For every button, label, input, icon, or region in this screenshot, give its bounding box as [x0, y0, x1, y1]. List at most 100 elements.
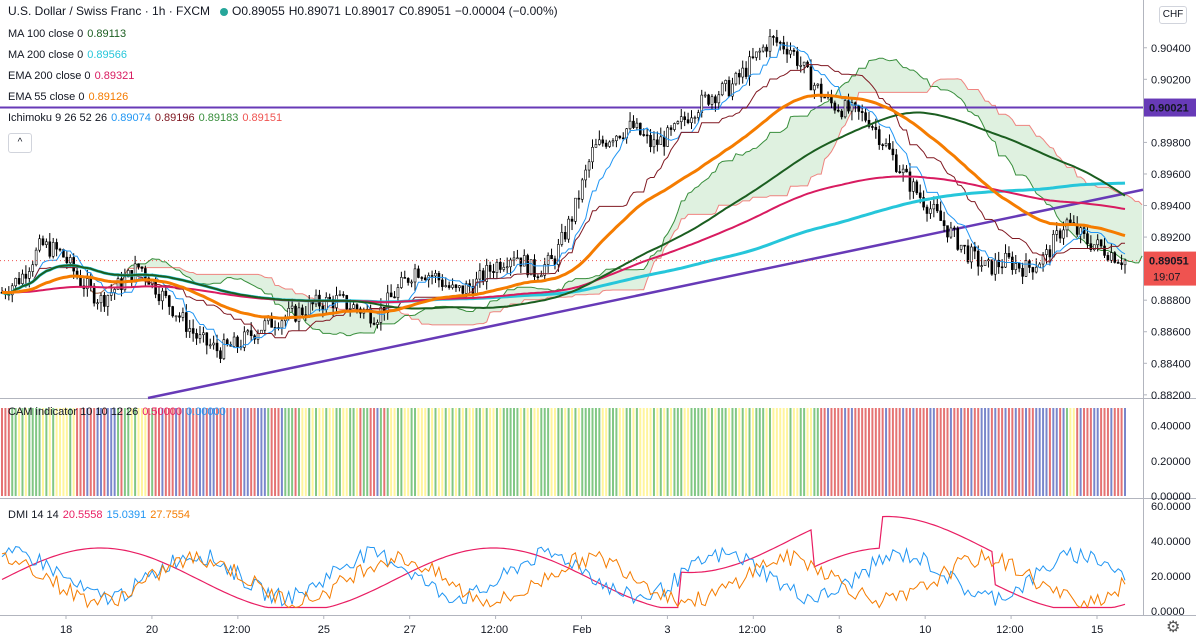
candle-body [174, 315, 178, 318]
dmi-legend[interactable]: DMI 14 14 20.5558 15.0391 27.7554 [8, 509, 194, 521]
candle-body [464, 283, 468, 294]
indicator-legend-ma200[interactable]: MA 200 close 0 0.89566 [8, 49, 131, 61]
candle-body [236, 336, 239, 348]
price-tick-label: 0.90400 [1151, 43, 1191, 55]
candle-body [1096, 239, 1099, 246]
candle-body [557, 244, 560, 265]
candle-body [48, 241, 52, 257]
symbol-title[interactable]: U.S. Dollar / Swiss Franc · 1h · FXCM [8, 4, 211, 18]
candle-body [737, 73, 741, 78]
indicator-legend-ema200[interactable]: EMA 200 close 0 0.89321 [8, 70, 138, 82]
candle-body [877, 129, 881, 145]
candle-body [697, 112, 700, 118]
indicator-legend-ichimoku[interactable]: Ichimoku 9 26 52 26 0.89074 0.89196 0.89183… [8, 112, 286, 124]
cam-legend[interactable]: CAM indicator 10 10 12 26 0.50000 0.00000 [8, 406, 230, 418]
candle-body [1000, 266, 1004, 269]
candle-body [355, 304, 359, 310]
candle-body [24, 273, 28, 279]
dmi-plus-di-line [1, 546, 1126, 607]
candle-body [714, 96, 717, 104]
candle-body [246, 330, 250, 333]
candle-body [550, 255, 553, 260]
candle-body [512, 257, 516, 261]
candle-body [591, 146, 594, 163]
indicator-value: 15.0391 [106, 509, 147, 521]
candle-body [915, 181, 919, 194]
candle-body [953, 227, 956, 230]
candle-body [86, 278, 89, 289]
candle-body [580, 179, 584, 200]
candle-body [939, 210, 942, 221]
candle-body [297, 307, 301, 322]
candle-body [768, 36, 772, 52]
ohlc-low: L0.89017 [344, 4, 395, 18]
ichimoku-tenkan-line [1, 44, 1126, 349]
candle-body [840, 110, 843, 118]
currency-button[interactable]: CHF [1159, 6, 1187, 24]
candle-body [693, 117, 697, 119]
candle-body [144, 268, 147, 279]
candle-body [652, 139, 656, 148]
candle-body [1048, 249, 1052, 258]
candle-body [741, 67, 745, 78]
candle-body [604, 142, 608, 147]
indicator-value: 0.89321 [94, 70, 135, 82]
candle-body [659, 136, 663, 145]
time-axis-label: 3 [664, 624, 670, 636]
candle-body [485, 265, 488, 282]
candle-body [212, 342, 215, 346]
candle-body [543, 264, 547, 276]
time-axis-label: 12:00 [738, 624, 766, 636]
collapse-legend-button[interactable]: ^ [8, 133, 32, 153]
candle-body [232, 336, 236, 347]
cam-axis-label: 0.00000 [1151, 491, 1191, 503]
candle-body [509, 259, 512, 268]
candle-body [755, 51, 758, 58]
candle-body [813, 85, 816, 91]
candle-body [990, 259, 994, 275]
time-axis-label: 25 [318, 624, 330, 636]
price-tick-label: 0.89200 [1151, 232, 1191, 244]
candle-body [1024, 260, 1028, 277]
price-tick-label: 0.88800 [1151, 295, 1191, 307]
candle-body [1045, 249, 1048, 255]
candle-body [843, 100, 847, 118]
candle-body [167, 295, 171, 307]
candle-body [645, 134, 649, 137]
ohlc-close: C0.89051 [398, 4, 451, 18]
candle-body [717, 94, 721, 104]
candle-body [280, 320, 284, 329]
candle-body [1120, 262, 1123, 266]
candle-body [437, 273, 441, 281]
candle-body [847, 100, 850, 112]
gear-icon[interactable]: ⚙ [1166, 619, 1181, 636]
candle-body [1031, 267, 1035, 273]
time-axis-label: 12:00 [223, 624, 251, 636]
candle-body [567, 218, 570, 240]
horizontal-line-price-tag [1144, 98, 1196, 117]
candle-body [618, 135, 622, 139]
candle-body [1014, 263, 1018, 270]
indicator-legend-ema55[interactable]: EMA 55 close 0 0.89126 [8, 91, 132, 103]
candle-body [1113, 252, 1117, 263]
indicator-value: 0.50000 [142, 406, 183, 418]
candle-body [454, 284, 458, 288]
dmi-adx-line [1, 515, 1126, 609]
candle-body [164, 290, 168, 296]
candle-body [673, 123, 676, 130]
candle-body [867, 119, 871, 127]
candle-body [932, 204, 936, 210]
price-tick-label: 0.89800 [1151, 137, 1191, 149]
indicator-value: 0.89074 [111, 112, 151, 124]
candle-body [116, 278, 120, 290]
candle-body [430, 275, 434, 277]
candle-body [505, 266, 509, 269]
candle-body [871, 126, 874, 128]
price-tick-label: 0.88200 [1151, 390, 1191, 402]
candle-body [488, 265, 492, 272]
candle-body [540, 275, 543, 278]
indicator-legend-ma100[interactable]: MA 100 close 0 0.89113 [8, 28, 130, 40]
candle-body [864, 112, 867, 121]
candle-body [608, 141, 611, 147]
